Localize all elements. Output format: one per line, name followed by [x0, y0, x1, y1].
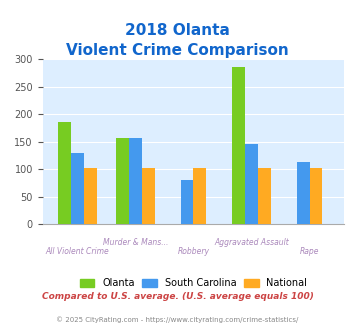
Bar: [297, 162, 310, 224]
Bar: [129, 138, 142, 224]
Bar: [58, 122, 71, 224]
Text: All Violent Crime: All Violent Crime: [45, 247, 109, 256]
Legend: Olanta, South Carolina, National: Olanta, South Carolina, National: [76, 274, 311, 292]
Text: © 2025 CityRating.com - https://www.cityrating.com/crime-statistics/: © 2025 CityRating.com - https://www.city…: [56, 317, 299, 323]
Bar: [310, 168, 322, 224]
Text: Rape: Rape: [300, 247, 319, 256]
Text: Murder & Mans...: Murder & Mans...: [103, 238, 168, 247]
Bar: [233, 67, 245, 224]
Bar: [258, 168, 271, 224]
Bar: [245, 144, 258, 224]
Bar: [181, 180, 193, 224]
Bar: [84, 168, 97, 224]
Text: Aggravated Assault: Aggravated Assault: [214, 238, 289, 247]
Bar: [193, 168, 206, 224]
Text: Compared to U.S. average. (U.S. average equals 100): Compared to U.S. average. (U.S. average …: [42, 292, 313, 301]
Text: 2018 Olanta: 2018 Olanta: [125, 23, 230, 38]
Bar: [116, 138, 129, 224]
Text: Robbery: Robbery: [178, 247, 209, 256]
Bar: [71, 153, 84, 224]
Bar: [142, 168, 154, 224]
Text: Violent Crime Comparison: Violent Crime Comparison: [66, 43, 289, 58]
